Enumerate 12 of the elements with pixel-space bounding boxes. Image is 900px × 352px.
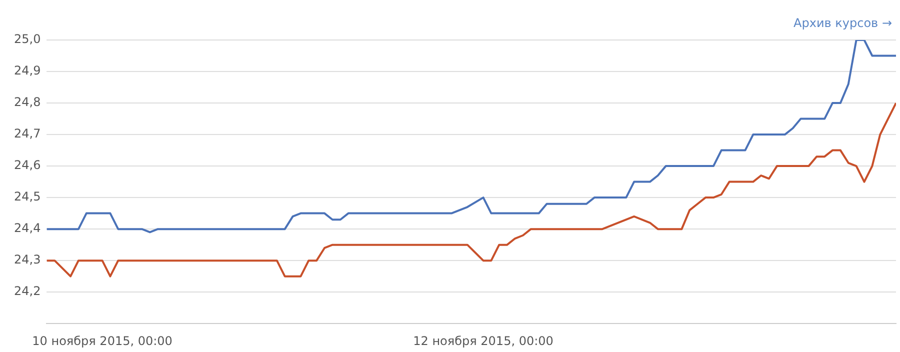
text: Архив курсов →: [794, 16, 892, 30]
y-tick-label: 24,7: [14, 126, 41, 141]
y-tick-label: 24,4: [14, 221, 41, 236]
y-tick-label: 25,0: [14, 32, 41, 46]
x-tick-label: 10 ноября 2015, 00:00: [32, 334, 172, 348]
y-tick-label: 24,2: [14, 284, 41, 298]
y-tick-label: 24,3: [14, 252, 41, 267]
y-tick-label: 24,9: [14, 64, 41, 78]
y-tick-label: 24,8: [14, 95, 41, 110]
y-tick-label: 24,6: [14, 158, 41, 172]
y-tick-label: 24,5: [14, 190, 41, 204]
x-tick-label: 12 ноября 2015, 00:00: [413, 334, 554, 348]
